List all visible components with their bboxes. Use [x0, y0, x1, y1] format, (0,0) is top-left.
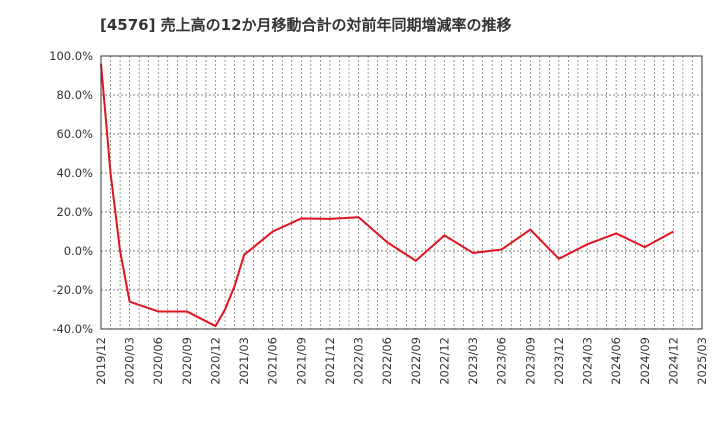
x-axis-ticks: 2019/12 2020/03 2020/06 2020/09 2020/12 2021/… [94, 337, 709, 385]
x-tick-label: 2021/09 [294, 337, 308, 385]
x-tick-label: 2022/03 [352, 337, 366, 385]
y-tick-label: -20.0% [52, 283, 93, 297]
y-axis-ticks: 100.0% 80.0% 60.0% 40.0% 20.0% 0.0% -20.0% -40.… [49, 49, 93, 336]
x-tick-label: 2024/09 [638, 337, 652, 385]
y-tick-label: 0.0% [64, 244, 93, 258]
y-tick-label: 20.0% [56, 205, 93, 219]
x-tick-label: 2021/12 [323, 337, 337, 385]
x-tick-label: 2024/03 [581, 337, 595, 385]
y-tick-label: 80.0% [56, 88, 93, 102]
series-line [100, 63, 674, 328]
grid-layer [100, 55, 703, 330]
x-tick-label: 2020/12 [208, 337, 222, 385]
y-tick-label: -40.0% [52, 322, 93, 336]
y-tick-label: 100.0% [49, 49, 93, 63]
x-tick-label: 2022/06 [380, 337, 394, 385]
x-tick-label: 2020/06 [151, 337, 165, 385]
x-tick-label: 2021/06 [266, 337, 280, 385]
x-tick-label: 2023/03 [466, 337, 480, 385]
x-tick-label: 2023/09 [523, 337, 537, 385]
x-tick-label: 2019/12 [94, 337, 108, 385]
x-tick-label: 2023/06 [495, 337, 509, 385]
x-tick-label: 2025/03 [695, 337, 709, 385]
y-tick-label: 60.0% [56, 127, 93, 141]
series-layer [100, 63, 674, 328]
x-tick-label: 2023/12 [552, 337, 566, 385]
y-tick-label: 40.0% [56, 166, 93, 180]
chart-title: [4576] 売上高の12か月移動合計の対前年同期増減率の推移 [100, 16, 512, 34]
x-tick-label: 2020/03 [123, 337, 137, 385]
x-tick-label: 2022/09 [409, 337, 423, 385]
x-tick-label: 2020/09 [180, 337, 194, 385]
x-tick-label: 2021/03 [237, 337, 251, 385]
x-tick-label: 2022/12 [437, 337, 451, 385]
x-tick-label: 2024/06 [609, 337, 623, 385]
x-tick-label: 2024/12 [666, 337, 680, 385]
plot-area-frame [100, 55, 703, 330]
